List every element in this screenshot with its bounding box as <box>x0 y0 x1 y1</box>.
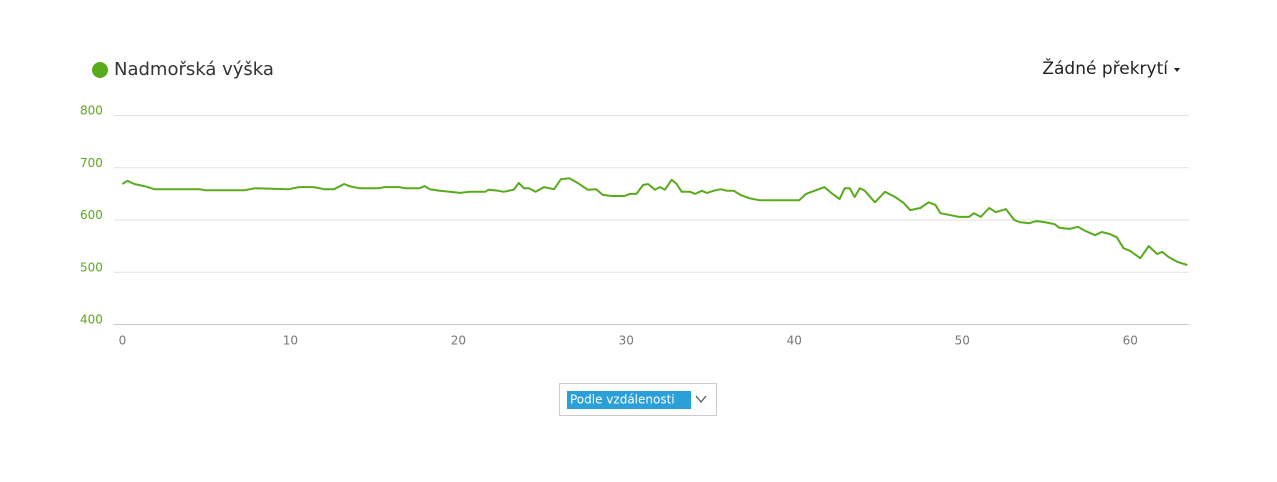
x-tick-label: 50 <box>955 334 970 348</box>
x-tick-label: 0 <box>119 334 127 348</box>
select-label[interactable]: Podle vzdálenosti <box>570 393 675 407</box>
overlay-menu[interactable]: Žádné překrytí <box>1042 57 1180 79</box>
y-tick-label: 700 <box>80 156 103 170</box>
x-mode-select[interactable]: Podle vzdálenosti <box>559 383 717 416</box>
y-tick-label: 800 <box>80 104 103 118</box>
y-tick-label: 600 <box>80 208 103 222</box>
legend-dot <box>92 62 108 78</box>
x-tick-label: 20 <box>451 334 466 348</box>
menu-arrow <box>1174 68 1180 72</box>
x-tick-label: 40 <box>787 334 802 348</box>
elevation-line <box>121 177 1188 266</box>
x-tick-label: 30 <box>619 334 634 348</box>
y-tick-label: 500 <box>80 260 103 274</box>
overlay-menu-label[interactable]: Žádné překrytí <box>1042 57 1169 79</box>
legend-label: Nadmořská výška <box>114 59 274 80</box>
select-chevron <box>695 395 707 404</box>
y-tick-label: 400 <box>80 313 103 327</box>
select-highlight <box>567 391 691 409</box>
x-tick-label: 10 <box>283 334 298 348</box>
x-tick-label: 60 <box>1123 334 1138 348</box>
